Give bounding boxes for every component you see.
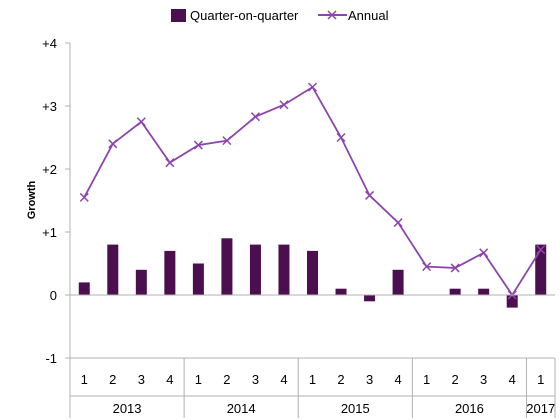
annual-point-stroke (450, 263, 460, 273)
annual-point-stroke (250, 112, 260, 122)
x-tick-label-year: 2015 (341, 401, 370, 416)
annual-point-stroke (479, 248, 489, 258)
x-tick-label-year: 2016 (455, 401, 484, 416)
y-tick-label: +1 (42, 225, 57, 240)
x-tick-label-quarter: 4 (394, 372, 401, 387)
y-tick-label: +3 (42, 99, 57, 114)
annual-point (336, 132, 346, 143)
x-tick-label-quarter: 4 (166, 372, 173, 387)
bar-quarter-on-quarter (135, 269, 147, 295)
annual-point-stroke (108, 139, 118, 149)
y-tick-label: +4 (42, 36, 57, 51)
line-series-annual (79, 82, 546, 300)
annual-point (193, 140, 203, 150)
annual-point (136, 117, 146, 127)
x-tick-label-quarter: 1 (81, 372, 88, 387)
legend-label-annual: Annual (348, 8, 389, 23)
annual-point-stroke (279, 100, 289, 110)
y-tick-label: -1 (45, 351, 57, 366)
annual-point-stroke (393, 218, 403, 228)
y-tick-label: +2 (42, 162, 57, 177)
annual-point (307, 82, 318, 92)
bar-quarter-on-quarter (307, 250, 318, 295)
x-tick-label-quarter: 2 (337, 372, 344, 387)
annual-point (536, 245, 546, 255)
annual-point (279, 100, 289, 110)
annual-point-stroke (193, 140, 203, 150)
y-axis-label: Growth (26, 180, 38, 219)
annual-point-stroke (165, 158, 175, 168)
bar-quarter-on-quarter (249, 244, 261, 295)
annual-point (165, 158, 175, 168)
annual-point (222, 136, 232, 146)
x-tick-label-year: 2017 (526, 401, 555, 416)
x-tick-label-year: 2013 (113, 401, 142, 416)
bar-quarter-on-quarter (278, 244, 290, 295)
x-axis-ticks: 1 2 3 4 1 2 3 4 1 2 3 4 1 2 3 4 1 2013 2014 2015 2016 2017 (69, 358, 556, 418)
legend: Quarter-on-quarter Annual (171, 8, 389, 23)
x-tick-label-quarter: 2 (109, 372, 116, 387)
bar-quarter-on-quarter (364, 295, 376, 302)
annual-point (250, 112, 260, 122)
legend-label-quarter-on-quarter: Quarter-on-quarter (190, 8, 299, 23)
axes (69, 43, 555, 418)
x-tick-label-quarter: 3 (138, 372, 145, 387)
x-tick-label-quarter: 3 (366, 372, 373, 387)
x-tick-label-quarter: 2 (223, 372, 230, 387)
bar-quarter-on-quarter (506, 295, 518, 308)
annual-point (450, 263, 460, 273)
bar-quarter-on-quarter (478, 288, 490, 295)
y-tick-label: 0 (50, 288, 57, 303)
bar-series-quarter-on-quarter (78, 238, 547, 308)
annual-point (479, 248, 489, 258)
annual-point-stroke (136, 117, 146, 127)
x-tick-label-quarter: 1 (423, 372, 430, 387)
annual-point (393, 218, 403, 228)
bar-quarter-on-quarter (392, 269, 404, 295)
legend-marker-stroke (327, 10, 337, 20)
x-tick-label-quarter: 4 (280, 372, 287, 387)
annual-point-stroke (222, 136, 232, 146)
bar-quarter-on-quarter (107, 244, 119, 295)
bar-quarter-on-quarter (164, 250, 176, 295)
bar-quarter-on-quarter (78, 282, 90, 295)
annual-point (365, 190, 375, 200)
x-tick-label-quarter: 1 (195, 372, 202, 387)
x-tick-label-quarter: 3 (252, 372, 259, 387)
bar-quarter-on-quarter (192, 263, 204, 295)
annual-point-stroke (365, 190, 375, 200)
annual-point-stroke (79, 192, 89, 202)
y-axis-ticks: +4 +3 +2 +1 0 -1 (42, 36, 70, 366)
x-tick-label-quarter: 1 (309, 372, 316, 387)
bar-quarter-on-quarter (449, 288, 461, 295)
bar-quarter-on-quarter (335, 288, 347, 295)
x-tick-label-quarter: 3 (480, 372, 487, 387)
annual-point-stroke (336, 132, 346, 143)
bar-quarter-on-quarter (221, 238, 233, 295)
legend-marker-annual (327, 10, 337, 20)
annual-point (422, 262, 432, 272)
bar-quarter-on-quarter (535, 244, 547, 295)
annual-point (108, 139, 118, 149)
legend-swatch-quarter-on-quarter (171, 9, 186, 22)
x-tick-label-quarter: 4 (509, 372, 516, 387)
annual-point-stroke (536, 245, 546, 255)
x-tick-label-year: 2014 (227, 401, 256, 416)
x-tick-label-quarter: 2 (452, 372, 459, 387)
annual-point-stroke (307, 82, 318, 92)
annual-point (79, 192, 89, 202)
x-tick-label-quarter: 1 (537, 372, 544, 387)
annual-point-stroke (422, 262, 432, 272)
